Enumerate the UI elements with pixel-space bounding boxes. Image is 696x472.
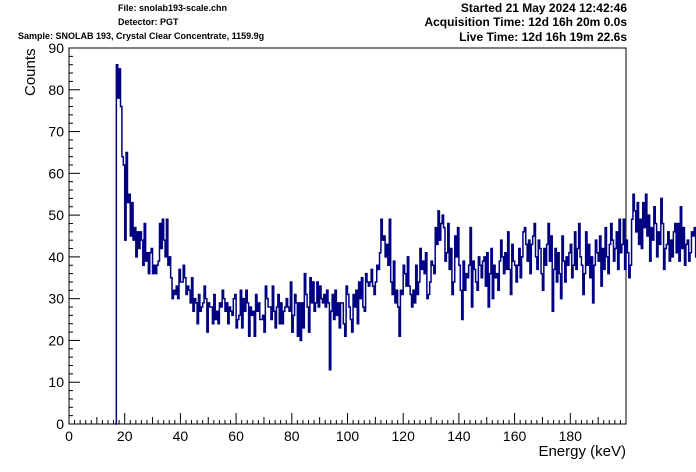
x-tick-label: 80 [284, 428, 300, 444]
x-tick-label: 180 [559, 428, 583, 444]
acquisition-time-label: Acquisition Time: 12d 16h 20m 0.0s [424, 15, 627, 29]
y-tick-label: 0 [56, 416, 64, 432]
x-tick-label: 40 [173, 428, 189, 444]
y-tick-label: 10 [48, 374, 64, 390]
sample-label: Sample: SNOLAB 193, Crystal Clear Concen… [18, 31, 265, 41]
x-tick-label: 0 [65, 428, 73, 444]
y-tick-label: 90 [48, 40, 64, 56]
started-label: Started 21 May 2024 12:42:46 [460, 1, 627, 15]
x-tick-label: 100 [336, 428, 360, 444]
axis-ticks [68, 47, 621, 425]
y-tick-label: 30 [48, 291, 64, 307]
x-tick-label: 120 [392, 428, 416, 444]
y-tick-label: 40 [48, 249, 64, 265]
y-tick-label: 70 [48, 124, 64, 140]
y-tick-label: 50 [48, 207, 64, 223]
y-tick-label: 60 [48, 165, 64, 181]
file-label: File: snolab193-scale.chn [118, 3, 228, 13]
x-tick-label: 140 [447, 428, 471, 444]
y-tick-label: 20 [48, 332, 64, 348]
spectrum-line [114, 63, 696, 425]
x-tick-label: 20 [117, 428, 133, 444]
y-tick-label: 80 [48, 82, 64, 98]
detector-label: Detector: PGT [118, 17, 179, 27]
plot-frame [68, 47, 627, 425]
y-axis-title: Counts [22, 48, 39, 96]
x-tick-label: 160 [503, 428, 527, 444]
tick-labels: 0 20 40 60 80 100 120 140 160 180 0 10 20 30 40 50 60 70 8… [48, 40, 582, 444]
live-time-label: Live Time: 12d 16h 19m 22.6s [459, 30, 627, 44]
x-axis-title: Energy (keV) [538, 443, 626, 460]
x-tick-label: 60 [228, 428, 244, 444]
